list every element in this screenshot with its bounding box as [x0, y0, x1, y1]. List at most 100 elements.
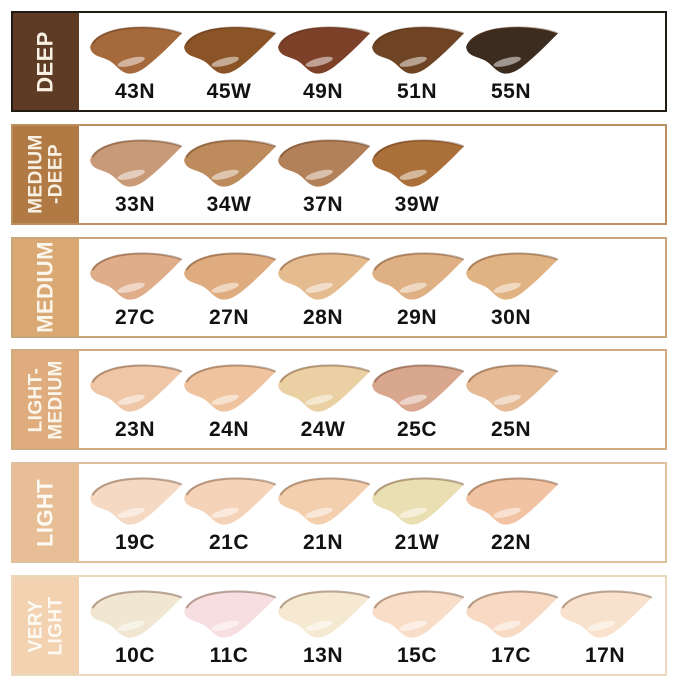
smear-body [466, 478, 558, 525]
smear-top-shadow [185, 364, 276, 383]
shade-cell: 19C [88, 464, 182, 555]
foundation-swatch-smear-icon [466, 477, 558, 525]
foundation-swatch-smear-icon [466, 252, 558, 300]
shade-range-label: MEDIUM [32, 241, 58, 333]
smear-shine-highlight [493, 395, 521, 406]
smear-shine-highlight [117, 56, 145, 67]
shade-code-label: 37N [302, 192, 344, 216]
smear-body [184, 478, 276, 525]
smear-body [90, 252, 182, 300]
shade-range-label-line: MEDIUM [45, 360, 66, 440]
smear-shine-highlight [117, 395, 145, 406]
smear-shine-highlight [211, 169, 239, 180]
smear-body [90, 139, 182, 187]
smear-shine-highlight [305, 620, 333, 631]
smear-shine-highlight [211, 395, 239, 406]
shade-cell: 21N [276, 464, 370, 555]
smear-top-shadow [279, 590, 370, 609]
smear-body [372, 27, 464, 74]
shade-row: MEDIUM 27C 27N 28N [11, 236, 667, 338]
smear-top-shadow [467, 590, 558, 609]
smear-top-shadow [467, 364, 558, 383]
shade-range-label-line: MEDIUM [32, 241, 58, 333]
shade-cell: 43N [88, 13, 182, 104]
smear-body [372, 139, 464, 187]
smear-top-shadow [373, 477, 464, 496]
shade-code-label: 25N [490, 418, 532, 442]
smear-shine-highlight [305, 282, 333, 293]
foundation-swatch-smear-icon [184, 139, 276, 187]
smear-top-shadow [373, 139, 464, 158]
smear-top-shadow [373, 590, 464, 609]
foundation-swatch-smear-icon [184, 252, 276, 300]
foundation-swatch-smear-icon [278, 477, 370, 525]
shade-code-label: 43N [114, 80, 156, 103]
smear-shine-highlight [117, 282, 145, 293]
shade-code-label: 11C [209, 644, 249, 667]
shade-range-sidebar: VERY LIGHT [13, 577, 79, 674]
shade-row-cells: 10C 11C 13N 15C [79, 577, 652, 674]
foundation-swatch-smear-icon [278, 590, 370, 638]
shade-code-label: 30N [490, 305, 532, 329]
foundation-swatch-smear-icon [372, 26, 464, 74]
shade-range-label: DEEP [33, 31, 58, 93]
smear-body [372, 252, 464, 300]
smear-top-shadow [373, 364, 464, 383]
shade-cell: 25N [464, 351, 558, 442]
shade-code-label: 21W [394, 531, 440, 555]
shade-row-cells: 27C 27N 28N 29N [79, 239, 558, 336]
foundation-swatch-smear-icon [466, 364, 558, 413]
shade-cell: 33N [88, 126, 182, 217]
smear-body [278, 365, 370, 413]
shade-row: LIGHT- MEDIUM 23N 24N 24W [11, 349, 667, 451]
smear-body [90, 591, 182, 638]
shade-cell: 23N [88, 351, 182, 442]
shade-cell: 21W [370, 464, 464, 555]
shade-cell: 55N [464, 13, 558, 104]
foundation-swatch-smear-icon [372, 139, 464, 187]
smear-body [372, 591, 464, 638]
shade-range-sidebar: LIGHT- MEDIUM [13, 351, 79, 449]
foundation-swatch-smear-icon [466, 590, 558, 638]
shade-code-label: 49N [302, 80, 344, 103]
smear-top-shadow [91, 252, 182, 271]
shade-code-label: 15C [396, 644, 438, 667]
smear-body [278, 478, 370, 525]
shade-cell: 45W [182, 13, 276, 104]
smear-top-shadow [91, 590, 182, 609]
smear-top-shadow [279, 364, 370, 383]
shade-range-label: LIGHT- MEDIUM [25, 360, 66, 440]
smear-shine-highlight [117, 507, 145, 519]
smear-shine-highlight [305, 395, 333, 406]
shade-code-label: 39W [394, 192, 440, 216]
smear-top-shadow [185, 26, 276, 45]
smear-shine-highlight [305, 507, 333, 519]
smear-top-shadow [91, 26, 182, 45]
shade-row-cells: 43N 45W 49N 51N [79, 13, 558, 110]
foundation-swatch-smear-icon [560, 590, 652, 638]
shade-cell: 28N [276, 239, 370, 330]
smear-shine-highlight [211, 507, 239, 519]
shade-range-sidebar: LIGHT [13, 464, 79, 562]
foundation-swatch-smear-icon [278, 364, 370, 413]
foundation-swatch-smear-icon [278, 139, 370, 187]
smear-body [184, 365, 276, 413]
shade-code-label: 22N [490, 531, 532, 555]
smear-top-shadow [467, 252, 558, 271]
smear-body [278, 252, 370, 300]
shade-code-label: 24W [300, 418, 346, 442]
shade-code-label: 34W [206, 192, 252, 216]
shade-code-label: 23N [114, 418, 156, 442]
smear-body [184, 252, 276, 300]
smear-top-shadow [185, 139, 276, 158]
foundation-swatch-smear-icon [372, 252, 464, 300]
shade-range-label: LIGHT [33, 479, 58, 547]
smear-shine-highlight [587, 620, 615, 631]
smear-body [560, 591, 652, 638]
shade-row-cells: 33N 34W 37N 39W [79, 126, 464, 223]
smear-top-shadow [561, 590, 652, 609]
shade-row: MEDIUM -DEEP 33N 34W 37N [11, 123, 667, 225]
shade-cell: 21C [182, 464, 276, 555]
smear-body [184, 27, 276, 74]
shade-code-label: 29N [396, 305, 438, 329]
